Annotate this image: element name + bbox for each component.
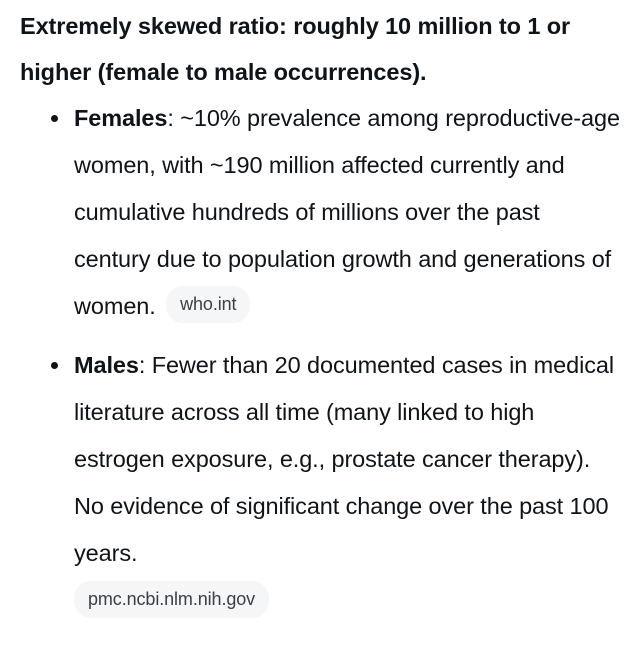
list-item-text: ~10% prevalence among reproductive-age w… (74, 105, 620, 319)
list-item-text: Fewer than 20 documented cases in medica… (74, 352, 614, 566)
list-item-term: Females (74, 105, 168, 131)
response-content: Extremely skewed ratio: roughly 10 milli… (20, 0, 620, 624)
source-chip-pmc[interactable]: pmc.ncbi.nlm.nih.gov (74, 581, 270, 619)
list-item-term: Males (74, 352, 139, 378)
list-item-females: Females: ~10% prevalence among reproduct… (20, 95, 620, 330)
term-separator: : (138, 352, 146, 378)
bullet-dot-icon (51, 115, 58, 122)
bullet-dot-icon (51, 362, 58, 369)
term-separator: : (167, 105, 174, 131)
list-item-males: Males: Fewer than 20 documented cases in… (20, 342, 620, 624)
source-chip-row: pmc.ncbi.nlm.nih.gov (74, 577, 620, 624)
summary-heading: Extremely skewed ratio: roughly 10 milli… (20, 13, 571, 85)
source-chip-who[interactable]: who.int (166, 286, 251, 324)
bullet-list: Females: ~10% prevalence among reproduct… (20, 95, 620, 624)
